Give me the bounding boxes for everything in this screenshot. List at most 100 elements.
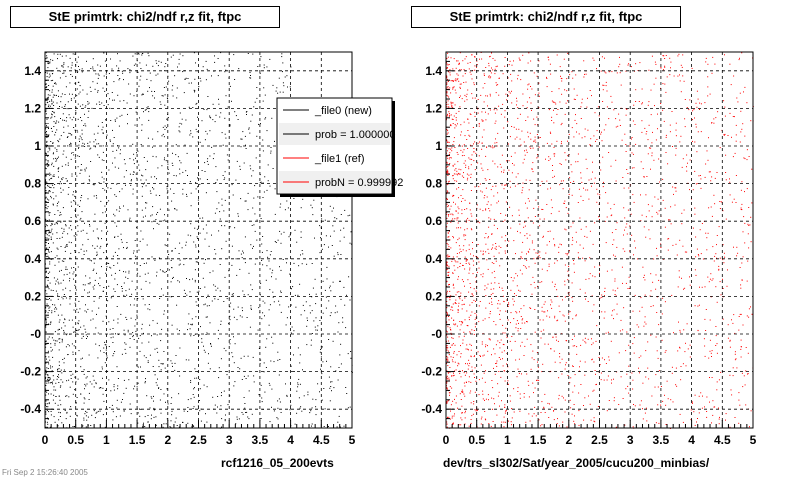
scatter-point (76, 175, 78, 177)
scatter-point (45, 394, 47, 396)
scatter-point (278, 374, 280, 376)
scatter-point (193, 425, 195, 427)
scatter-point (453, 351, 455, 353)
scatter-point (172, 54, 174, 56)
scatter-point (163, 423, 165, 425)
scatter-point (708, 281, 710, 283)
scatter-point (554, 317, 556, 319)
scatter-point (448, 246, 450, 248)
scatter-point (509, 206, 511, 208)
scatter-point (446, 356, 448, 357)
scatter-point (532, 222, 534, 224)
x-tick-label: 2.5 (190, 433, 207, 447)
scatter-point (547, 402, 549, 404)
scatter-point (466, 372, 468, 374)
scatter-point (548, 59, 550, 61)
scatter-point (451, 375, 453, 377)
scatter-point (161, 95, 163, 97)
scatter-point (116, 149, 118, 151)
scatter-point (54, 402, 56, 404)
scatter-point (662, 83, 664, 85)
scatter-point (300, 254, 301, 256)
scatter-point (539, 185, 541, 186)
scatter-point (320, 368, 321, 370)
scatter-point (584, 260, 586, 262)
scatter-point (675, 154, 677, 156)
scatter-point (448, 96, 450, 98)
scatter-point (474, 56, 476, 57)
scatter-point (199, 232, 201, 234)
scatter-point (192, 136, 194, 138)
scatter-point (554, 245, 556, 247)
scatter-point (590, 178, 592, 180)
scatter-point (276, 417, 278, 419)
scatter-point (505, 201, 507, 203)
scatter-point (446, 303, 448, 305)
scatter-point (458, 363, 460, 365)
scatter-point (74, 331, 76, 333)
scatter-point (446, 184, 448, 186)
scatter-point (675, 129, 677, 131)
scatter-point (87, 416, 89, 418)
scatter-point (125, 184, 126, 186)
scatter-point (464, 256, 466, 258)
scatter-point (331, 381, 333, 383)
scatter-point (487, 105, 488, 107)
scatter-point (50, 299, 52, 301)
scatter-point (263, 191, 265, 193)
scatter-point (551, 281, 553, 283)
scatter-point (51, 228, 53, 230)
scatter-point (331, 210, 333, 212)
scatter-point (126, 246, 128, 248)
scatter-point (507, 305, 509, 307)
scatter-point (554, 361, 556, 363)
scatter-point (597, 406, 599, 407)
scatter-point (48, 165, 50, 166)
scatter-point (546, 315, 548, 317)
x-tick-label: 2 (164, 433, 171, 447)
scatter-point (684, 118, 686, 120)
scatter-point (56, 221, 58, 223)
scatter-point (139, 415, 141, 417)
scatter-point (100, 245, 102, 247)
scatter-point (214, 212, 216, 214)
scatter-point (154, 259, 156, 261)
scatter-point (489, 210, 491, 212)
scatter-point (540, 425, 542, 427)
scatter-point (336, 218, 338, 220)
scatter-point (493, 321, 495, 322)
scatter-point (227, 404, 229, 406)
scatter-point (501, 154, 503, 156)
scatter-point (92, 375, 94, 377)
scatter-point (61, 93, 63, 95)
scatter-point (46, 426, 48, 428)
scatter-point (46, 284, 48, 286)
scatter-point (119, 206, 120, 208)
scatter-point (333, 207, 334, 209)
scatter-point (228, 270, 230, 272)
scatter-point (46, 367, 48, 369)
scatter-point (73, 116, 75, 118)
scatter-point (729, 426, 731, 428)
scatter-point (206, 305, 208, 307)
scatter-point (172, 95, 174, 97)
scatter-point (134, 255, 136, 257)
scatter-point (520, 144, 522, 146)
scatter-point (542, 363, 544, 365)
scatter-point (585, 189, 587, 191)
scatter-point (469, 343, 471, 345)
scatter-point (461, 419, 463, 421)
scatter-point (71, 119, 73, 121)
scatter-point (244, 262, 246, 264)
scatter-point (239, 315, 241, 317)
scatter-point (84, 413, 86, 415)
scatter-point (84, 328, 86, 330)
scatter-point (592, 390, 594, 392)
scatter-point (621, 139, 623, 141)
scatter-point (195, 246, 197, 248)
scatter-point (209, 322, 211, 324)
scatter-point (84, 284, 86, 286)
scatter-point (138, 53, 140, 55)
scatter-point (126, 242, 128, 243)
scatter-point (260, 218, 262, 219)
